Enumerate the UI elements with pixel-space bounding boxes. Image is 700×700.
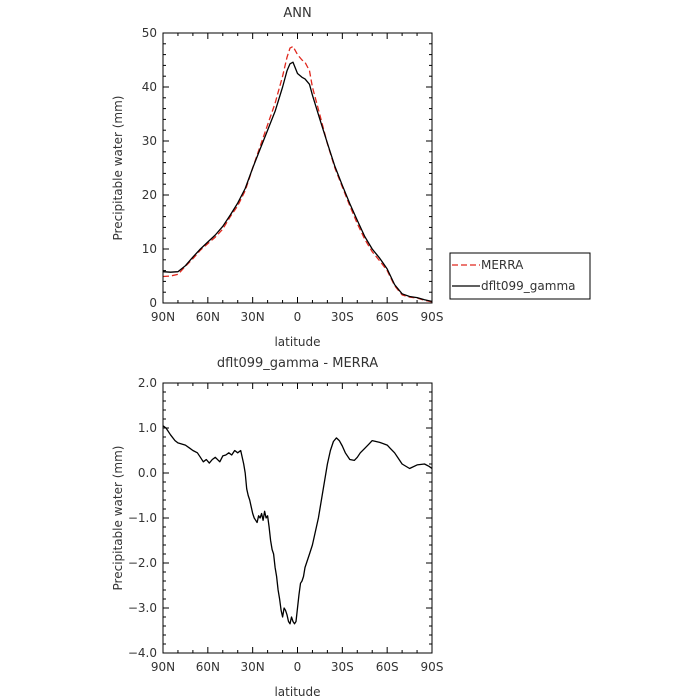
x-tick-label: 30N	[241, 310, 265, 324]
x-tick-label: 30N	[241, 660, 265, 674]
y-axis-label: Precipitable water (mm)	[111, 446, 125, 591]
y-tick-label: 2.0	[138, 376, 157, 390]
x-tick-label: 30S	[331, 660, 354, 674]
series-line-dflt099-gamma	[163, 61, 432, 303]
x-tick-label: 90S	[421, 660, 444, 674]
x-tick-label: 60S	[376, 310, 399, 324]
y-tick-label: −2.0	[128, 556, 157, 570]
series-line-0	[163, 425, 432, 625]
y-tick-label: −4.0	[128, 646, 157, 660]
x-tick-label: 90S	[421, 310, 444, 324]
difference-chart: 90N 60N 30N 0 30S 60S 90S −4.0 −3.0 −2.0 −1.0 0.0 1.…	[111, 356, 443, 699]
x-tick-label: 60S	[376, 660, 399, 674]
y-tick-label: 50	[142, 26, 157, 40]
y-tick-label: −1.0	[128, 511, 157, 525]
y-tick-label: −3.0	[128, 601, 157, 615]
x-tick-label: 90N	[151, 310, 175, 324]
y-tick-label: 10	[142, 242, 157, 256]
x-tick-label: 0	[294, 660, 302, 674]
x-axis-label: latitude	[274, 335, 320, 349]
legend: MERRA dflt099_gamma	[449, 252, 591, 300]
chart-title: ANN	[283, 6, 311, 21]
x-tick-label: 0	[294, 310, 302, 324]
legend-entry: dflt099_gamma	[481, 279, 576, 293]
x-axis-label: latitude	[274, 685, 320, 699]
y-tick-label: 40	[142, 80, 157, 94]
precipitable-water-chart: 90N 60N 30N 0 30S 60S 90S 0 10 20 30 40 50 ANN latitud…	[111, 6, 591, 349]
x-tick-label: 60N	[196, 310, 220, 324]
y-tick-label: 30	[142, 134, 157, 148]
plot-area	[163, 45, 432, 303]
y-tick-label: 1.0	[138, 421, 157, 435]
y-tick-label: 0.0	[138, 466, 157, 480]
y-tick-label: 0	[149, 296, 157, 310]
chart-title: dflt099_gamma - MERRA	[217, 356, 378, 371]
series-line-merra	[163, 45, 432, 303]
x-tick-label: 90N	[151, 660, 175, 674]
legend-frame	[449, 252, 591, 300]
plot-area	[163, 425, 432, 625]
x-tick-label: 30S	[331, 310, 354, 324]
y-axis-label: Precipitable water (mm)	[111, 96, 125, 241]
x-tick-label: 60N	[196, 660, 220, 674]
legend-entry: MERRA	[481, 258, 524, 272]
y-tick-label: 20	[142, 188, 157, 202]
